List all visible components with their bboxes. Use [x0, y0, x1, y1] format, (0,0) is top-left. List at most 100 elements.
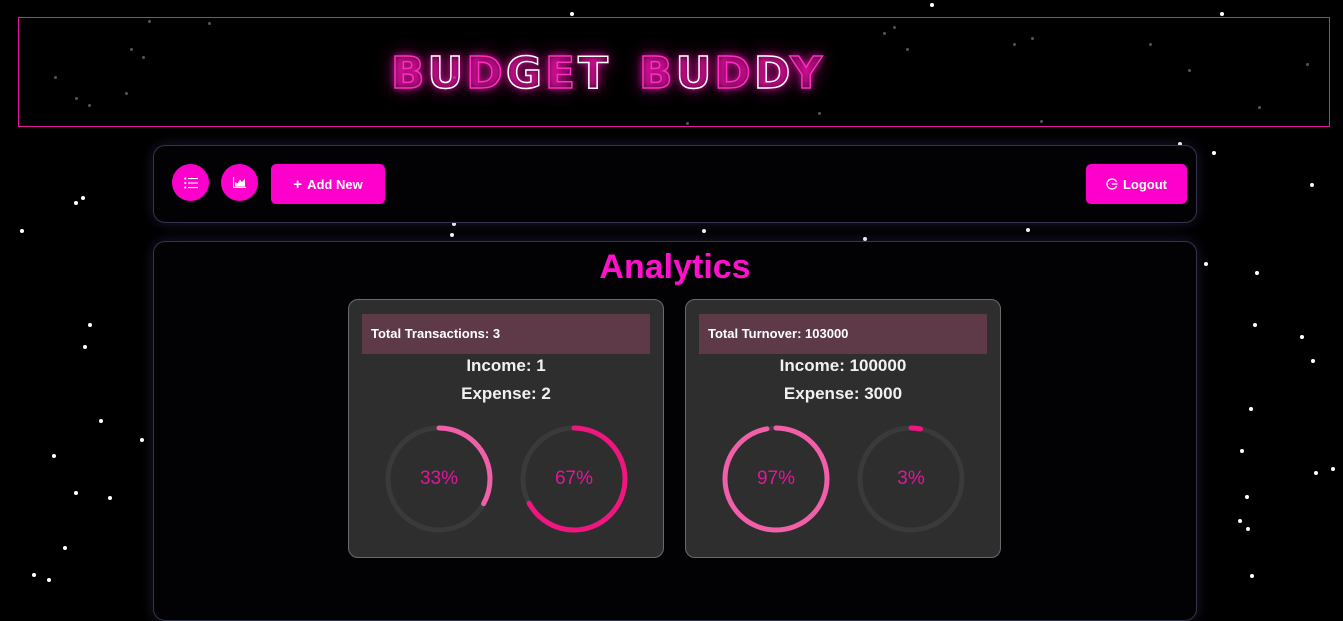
star: [1040, 120, 1043, 123]
star: [1149, 43, 1152, 46]
logout-label: Logout: [1122, 176, 1168, 192]
income-amount: Income: 100000: [779, 356, 907, 375]
star: [1310, 183, 1314, 187]
star: [140, 438, 144, 442]
star: [88, 323, 92, 327]
star: [142, 56, 145, 59]
star: [863, 237, 867, 241]
income-progress-ring: 97%: [721, 424, 831, 534]
logo-letter: E: [544, 47, 578, 100]
star: [1314, 471, 1318, 475]
star: [1246, 527, 1250, 531]
star: [208, 22, 211, 25]
star: [1255, 271, 1259, 275]
turnover-card: Total Turnover: 103000 Income: 100000 Ex…: [685, 299, 1001, 558]
star: [1220, 12, 1224, 16]
area-chart-icon: [233, 177, 246, 188]
star: [1331, 467, 1335, 471]
card-header: Total Turnover: 103000: [699, 314, 987, 354]
star: [54, 76, 57, 79]
expense-count: Expense: 2: [461, 384, 551, 403]
expense-amount: Expense: 3000: [783, 384, 903, 403]
star: [1026, 228, 1030, 232]
logo-letter: D: [714, 47, 754, 100]
star: [1249, 407, 1253, 411]
star: [930, 3, 934, 7]
logo-letter: B: [390, 47, 428, 100]
logo-letter: Y: [789, 47, 826, 100]
star: [20, 229, 24, 233]
star: [883, 32, 886, 35]
add-new-button[interactable]: + Add New: [271, 164, 385, 204]
star: [130, 48, 133, 51]
star: [1245, 495, 1249, 499]
app-header: BUDGET BUDDY: [18, 17, 1330, 127]
income-count: Income: 1: [466, 356, 546, 375]
star: [450, 233, 454, 237]
expense-progress-ring: 3%: [856, 424, 966, 534]
list-icon: [183, 176, 198, 189]
add-new-label: Add New: [307, 176, 363, 192]
logo-letter: U: [675, 47, 715, 100]
plus-icon: +: [293, 175, 303, 193]
star: [81, 196, 85, 200]
star: [125, 92, 128, 95]
star: [686, 122, 689, 125]
card-header: Total Transactions: 3: [362, 314, 650, 354]
star: [453, 76, 456, 79]
starfield-background: [20, 3, 1335, 582]
star: [1238, 519, 1242, 523]
star: [99, 419, 103, 423]
logo-letter: D: [466, 47, 506, 100]
logo-letter: G: [505, 47, 545, 100]
star: [1188, 69, 1191, 72]
logo-letter: U: [427, 47, 467, 100]
star: [452, 222, 456, 226]
star: [1250, 574, 1254, 578]
star: [1240, 449, 1244, 453]
star: [74, 201, 78, 205]
analytics-panel: Analytics Total Transactions: 3 Income: …: [153, 241, 1197, 621]
star: [1212, 151, 1216, 155]
star: [906, 48, 909, 51]
star: [75, 97, 78, 100]
expense-percent-label: 3%: [897, 468, 925, 489]
star: [1204, 262, 1208, 266]
income-progress-ring: 33%: [384, 424, 494, 534]
star: [52, 454, 56, 458]
star: [1253, 323, 1257, 327]
star: [702, 229, 706, 233]
star: [108, 496, 112, 500]
star: [63, 546, 67, 550]
list-view-button[interactable]: [172, 164, 209, 201]
analytics-view-button[interactable]: [221, 164, 258, 201]
income-percent-label: 33%: [419, 468, 459, 489]
app-logo: BUDGET BUDDY: [390, 47, 826, 100]
star: [1300, 335, 1304, 339]
logo-letter: B: [638, 47, 676, 100]
star: [1031, 37, 1034, 40]
page-title: Analytics: [599, 248, 751, 286]
star: [88, 104, 91, 107]
toolbar: + Add New Logout: [153, 145, 1197, 223]
star: [818, 112, 821, 115]
star: [47, 578, 51, 582]
logout-button[interactable]: Logout: [1086, 164, 1187, 204]
logo-letter: D: [753, 47, 791, 100]
star: [1178, 142, 1182, 146]
transactions-card: Total Transactions: 3 Income: 1 Expense:…: [348, 299, 664, 558]
star: [893, 26, 896, 29]
star: [1258, 106, 1261, 109]
expense-percent-label: 67%: [554, 468, 594, 489]
star: [148, 20, 151, 23]
logo-letter: T: [577, 47, 612, 100]
star: [1013, 43, 1016, 46]
expense-progress-ring: 67%: [519, 424, 629, 534]
star: [1306, 63, 1309, 66]
income-percent-label: 97%: [756, 468, 796, 489]
star: [1311, 359, 1315, 363]
logout-icon: [1106, 178, 1118, 190]
star: [570, 12, 574, 16]
star: [74, 491, 78, 495]
star: [32, 573, 36, 577]
